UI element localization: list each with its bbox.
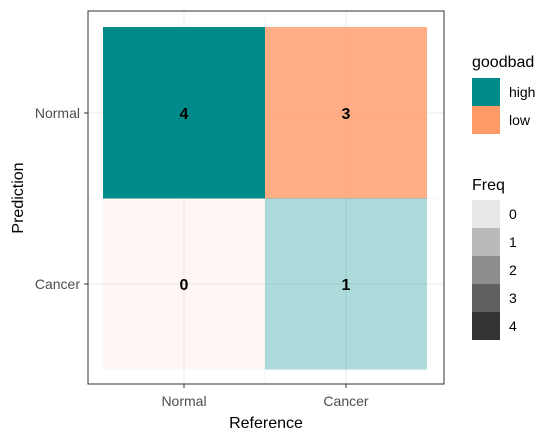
- legend-title-goodbad: goodbad: [472, 54, 534, 71]
- cell-normal-cancer: [265, 27, 427, 199]
- legend-goodbad: goodbad high low: [472, 54, 535, 134]
- legend-key-freq-3: [472, 284, 500, 312]
- legend-key-freq-2: [472, 256, 500, 284]
- axis-ticks: [84, 112, 347, 388]
- y-tick-label-normal: Normal: [35, 105, 80, 121]
- cell-label-normal-normal: 4: [180, 106, 189, 123]
- legend-label-freq-4: 4: [509, 318, 517, 334]
- cell-cancer-cancer: [265, 198, 427, 370]
- legend-label-goodbad-low: low: [509, 112, 531, 128]
- legend-freq: Freq 0 1 2 3 4: [472, 177, 517, 340]
- legend-key-freq-4: [472, 312, 500, 340]
- cell-label-normal-cancer: 3: [342, 106, 351, 123]
- cell-cancer-normal: [103, 198, 265, 370]
- legend-label-goodbad-high: high: [509, 84, 535, 100]
- axis-tick-labels: Normal Cancer Normal Cancer: [35, 105, 369, 409]
- x-tick-label-normal: Normal: [161, 393, 206, 409]
- heatmap-cells: [103, 27, 427, 370]
- legend-key-freq-0: [472, 200, 500, 228]
- legend-key-goodbad-low: [472, 106, 500, 134]
- panel-border: [87, 10, 445, 385]
- cell-labels: 4 3 0 1: [180, 106, 351, 294]
- legend-label-freq-3: 3: [509, 290, 517, 306]
- x-tick-label-cancer: Cancer: [323, 393, 368, 409]
- y-axis-title: Prediction: [10, 162, 27, 233]
- legend-title-freq: Freq: [472, 177, 505, 194]
- legend-label-freq-0: 0: [509, 206, 517, 222]
- cell-label-cancer-normal: 0: [180, 277, 189, 294]
- x-axis-title: Reference: [229, 415, 303, 432]
- legend-label-freq-2: 2: [509, 262, 517, 278]
- legend-key-freq-1: [472, 228, 500, 256]
- cell-label-cancer-cancer: 1: [342, 277, 351, 294]
- legend-key-goodbad-high: [472, 78, 500, 106]
- y-tick-label-cancer: Cancer: [35, 276, 80, 292]
- cell-normal-normal: [103, 27, 265, 199]
- legend-label-freq-1: 1: [509, 234, 517, 250]
